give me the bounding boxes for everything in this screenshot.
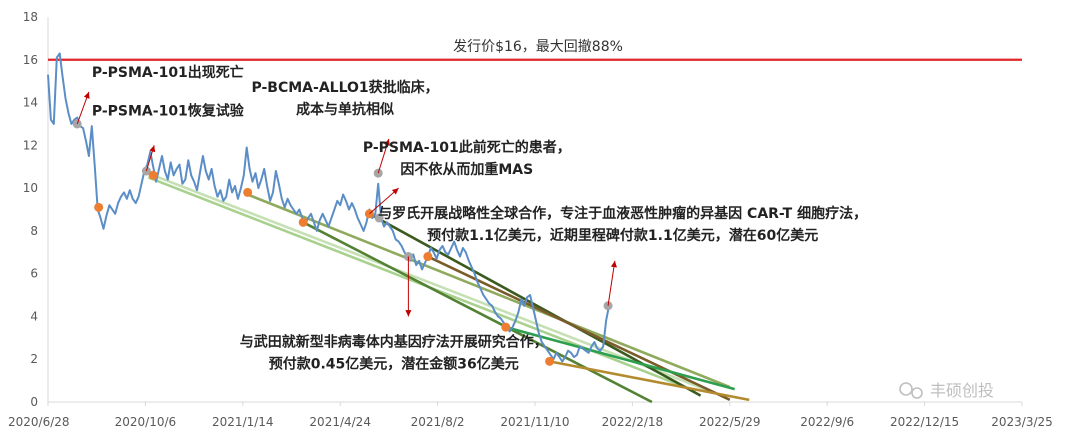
arrow-head	[384, 138, 390, 146]
event-marker	[374, 213, 384, 223]
y-tick-label: 6	[30, 267, 38, 281]
y-tick-label: 4	[30, 309, 38, 323]
reference-line-label: 发行价$16，最大回撤88%	[453, 39, 623, 55]
x-tick-label: 2022/9/6	[800, 415, 854, 429]
trend-line	[152, 174, 711, 393]
trend-line	[549, 360, 750, 402]
y-tick-label: 12	[23, 138, 38, 152]
event-marker	[545, 356, 555, 366]
annotation-line: P-PSMA-101出现死亡	[92, 64, 244, 81]
x-tick-label: 2021/8/2	[411, 415, 465, 429]
trend-line	[427, 255, 731, 402]
annotation: 与罗氏开展战略性全球合作，专注于血液恶性肿瘤的异基因 CAR-T 细胞疗法， 预付…	[378, 205, 867, 244]
event-marker	[148, 170, 158, 180]
event-markers	[72, 119, 613, 366]
x-tick-label: 2022/2/18	[602, 415, 664, 429]
trend-line	[302, 221, 653, 404]
annotation: P-PSMA-101出现死亡	[92, 64, 244, 81]
y-tick-label: 2	[30, 352, 38, 366]
trend-lines	[147, 174, 750, 404]
x-tick-label: 2020/6/28	[8, 415, 70, 429]
arrow-head	[83, 91, 90, 99]
arrow-head	[149, 145, 156, 153]
x-tick-label: 2022/5/29	[699, 415, 761, 429]
arrow-head	[405, 310, 412, 317]
price-series	[47, 52, 611, 363]
annotation-line: 与罗氏开展战略性全球合作，专注于血液恶性肿瘤的异基因 CAR-T 细胞疗法，	[378, 205, 867, 222]
x-tick-label: 2023/3/25	[991, 415, 1053, 429]
event-marker	[94, 202, 104, 212]
arrow-head	[610, 260, 617, 268]
event-marker	[298, 217, 308, 227]
x-tick-label: 2021/1/14	[212, 415, 274, 429]
arrow-head	[391, 188, 399, 195]
annotation-line: 预付款1.1亿美元，近期里程碑付款1.1亿美元，潜在60亿美元	[427, 227, 818, 244]
y-tick-label: 8	[30, 224, 38, 238]
axes: 0 2 4 6 8 10 12 14 16 18 2020/6/28 2020/10/6 2021/1/…	[8, 10, 1053, 429]
event-arrows	[76, 91, 617, 317]
y-tick-label: 0	[30, 395, 38, 409]
x-tick-label: 2022/12/15	[890, 415, 959, 429]
watermark: 丰硕创投	[899, 381, 994, 400]
annotation-line: P-PSMA-101此前死亡的患者，	[363, 139, 571, 156]
x-tick-label: 2020/10/6	[115, 415, 177, 429]
annotation-line: 因不依从而加重MAS	[400, 161, 533, 178]
annotation-line: P-PSMA-101恢复试验	[92, 102, 245, 119]
annotation-line: 与武田就新型非病毒体内基因疗法开展研究合作，	[240, 333, 548, 350]
arrow-line	[369, 187, 399, 215]
y-tick-label: 16	[23, 53, 38, 67]
arrow-line	[607, 260, 616, 306]
event-marker	[243, 187, 253, 197]
y-tick-label: 14	[23, 96, 38, 110]
annotation-line: 预付款0.45亿美元，潜在金额36亿美元	[269, 355, 519, 372]
reference-line-group: 发行价$16，最大回撤88%	[48, 39, 1022, 61]
trend-line	[505, 325, 736, 391]
event-marker	[423, 252, 433, 262]
annotations: P-PSMA-101出现死亡 P-PSMA-101恢复试验 P-BCMA-ALLO1…	[92, 64, 867, 373]
y-tick-label: 10	[23, 181, 38, 195]
event-marker	[501, 322, 511, 332]
price-line	[47, 52, 611, 363]
y-tick-label: 18	[23, 10, 38, 24]
annotation: P-PSMA-101此前死亡的患者， 因不依从而加重MAS	[363, 139, 571, 178]
watermark-text: 丰硕创投	[930, 381, 994, 400]
x-tick-label: 2021/4/24	[309, 415, 371, 429]
annotation-line: P-BCMA-ALLO1获批临床，	[251, 79, 438, 96]
annotation: P-BCMA-ALLO1获批临床， 成本与单抗相似	[251, 79, 438, 118]
annotation: P-PSMA-101恢复试验	[92, 102, 245, 119]
annotation: 与武田就新型非病毒体内基因疗法开展研究合作， 预付款0.45亿美元，潜在金额36亿…	[240, 333, 548, 372]
x-tick-label: 2021/11/10	[500, 415, 569, 429]
annotation-line: 成本与单抗相似	[296, 101, 394, 118]
